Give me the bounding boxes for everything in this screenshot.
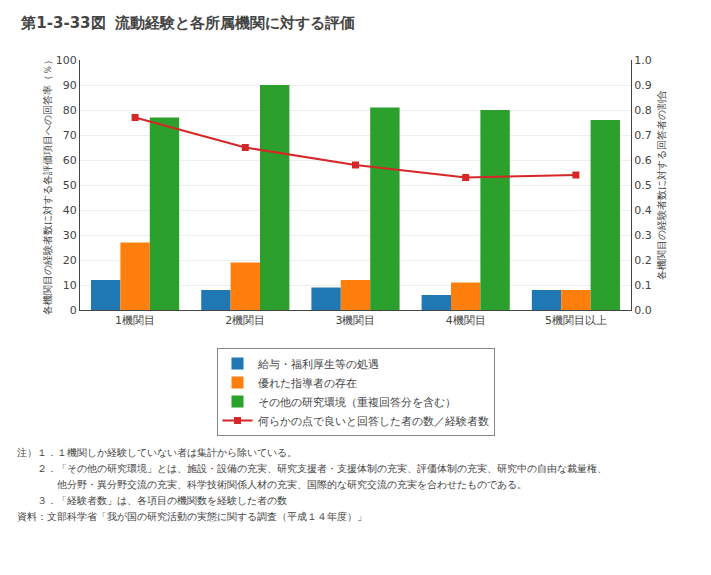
svg-text:0.0: 0.0: [634, 304, 652, 317]
svg-text:注）１．１機関しか経験していない者は集計から除いている。: 注）１．１機関しか経験していない者は集計から除いている。: [17, 447, 297, 458]
svg-text:各機関目の経験者数に対する各評価項目への回答率（％）: 各機関目の経験者数に対する各評価項目への回答率（％）: [42, 55, 53, 315]
svg-text:0.2: 0.2: [634, 254, 652, 267]
svg-text:各機関目の経験者数に対する回答者の割合: 各機関目の経験者数に対する回答者の割合: [656, 90, 667, 280]
svg-text:優れた指導者の存在: 優れた指導者の存在: [258, 377, 357, 389]
svg-text:100: 100: [56, 54, 77, 67]
svg-text:3機関目: 3機関目: [336, 314, 376, 327]
svg-text:10: 10: [63, 279, 77, 292]
svg-text:20: 20: [63, 254, 77, 267]
svg-text:３．「経験者数」は、各項目の機関数を経験した者の数: ３．「経験者数」は、各項目の機関数を経験した者の数: [17, 495, 287, 506]
svg-text:2機関目: 2機関目: [225, 314, 265, 327]
svg-text:1.0: 1.0: [634, 54, 652, 67]
svg-text:5機関目以上: 5機関目以上: [545, 314, 607, 327]
svg-text:第1-3-33図 流動経験と各所属機関に対する評価: 第1-3-33図 流動経験と各所属機関に対する評価: [20, 14, 355, 32]
svg-text:２．「その他の研究環境」とは、施設・設備の充実、研究支援者・: ２．「その他の研究環境」とは、施設・設備の充実、研究支援者・支援体制の充実、評価…: [17, 463, 607, 474]
svg-text:50: 50: [63, 179, 77, 192]
svg-text:80: 80: [63, 104, 77, 117]
svg-text:0: 0: [70, 304, 77, 317]
svg-text:40: 40: [63, 204, 77, 217]
svg-text:30: 30: [63, 229, 77, 242]
svg-text:0.1: 0.1: [634, 279, 652, 292]
svg-text:60: 60: [63, 154, 77, 167]
svg-text:1機関目: 1機関目: [115, 314, 155, 327]
svg-text:0.9: 0.9: [634, 79, 652, 92]
svg-text:資料：文部科学省「我が国の研究活動の実態に関する調査（平成１: 資料：文部科学省「我が国の研究活動の実態に関する調査（平成１４年度）」: [17, 511, 367, 522]
svg-text:0.4: 0.4: [634, 204, 652, 217]
svg-text:0.8: 0.8: [634, 104, 652, 117]
svg-text:その他の研究環境（重複回答分を含む）: その他の研究環境（重複回答分を含む）: [258, 396, 456, 408]
svg-text:70: 70: [63, 129, 77, 142]
svg-text:0.3: 0.3: [634, 229, 652, 242]
svg-text:0.6: 0.6: [634, 154, 652, 167]
svg-text:何らかの点で良いと回答した者の数／経験者数: 何らかの点で良いと回答した者の数／経験者数: [258, 415, 489, 427]
svg-text:90: 90: [63, 79, 77, 92]
svg-text:4機関目: 4機関目: [446, 314, 486, 327]
svg-text:0.7: 0.7: [634, 129, 652, 142]
svg-text:給与・福利厚生等の処遇: 給与・福利厚生等の処遇: [257, 358, 379, 370]
svg-text:他分野・異分野交流の充実、科学技術関係人材の充実、国際的な研: 他分野・異分野交流の充実、科学技術関係人材の充実、国際的な研究交流の充実を合わせ…: [17, 479, 527, 490]
svg-text:0.5: 0.5: [634, 179, 652, 192]
